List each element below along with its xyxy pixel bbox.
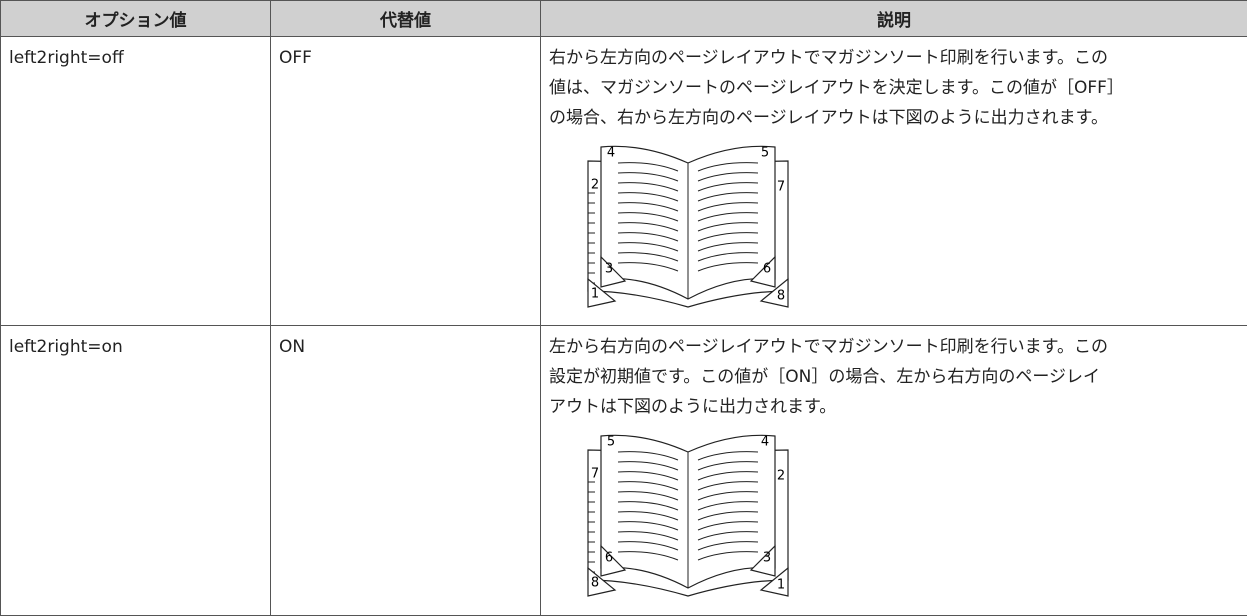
- description-line: アウトは下図のように出力されます。: [549, 392, 1239, 422]
- page-number: 3: [763, 551, 771, 566]
- page-number: 2: [777, 469, 785, 484]
- page-number: 1: [591, 287, 599, 302]
- description-cell: 右から左方向のページレイアウトでマガジンソート印刷を行います。この値は、マガジン…: [541, 37, 1247, 326]
- description-line: 右から左方向のページレイアウトでマガジンソート印刷を行います。この: [549, 43, 1239, 73]
- option-cell: left2right=off: [1, 37, 271, 326]
- description-cell: 左から右方向のページレイアウトでマガジンソート印刷を行います。この設定が初期値で…: [541, 326, 1247, 616]
- header-cell: 説明: [541, 1, 1247, 37]
- page-number: 4: [761, 435, 769, 450]
- booklet-diagram: 4 5 2 7 3 6 1 8: [573, 139, 803, 319]
- value-cell: OFF: [271, 37, 541, 326]
- description-line: 設定が初期値です。この値が［ON］の場合、左から右方向のページレイ: [549, 362, 1239, 392]
- header-row: オプション値 代替値 説明: [1, 1, 1247, 37]
- description-line: の場合、右から左方向のページレイアウトは下図のように出力されます。: [549, 103, 1239, 133]
- page-number: 8: [777, 289, 785, 304]
- description-line: 左から右方向のページレイアウトでマガジンソート印刷を行います。この: [549, 332, 1239, 362]
- page-number: 5: [607, 435, 615, 450]
- header-cell: オプション値: [1, 1, 271, 37]
- page-number: 6: [605, 551, 613, 566]
- page-number: 2: [591, 178, 599, 193]
- page-number: 6: [763, 262, 771, 277]
- booklet-diagram: 5 4 7 2 6 3 8 1: [573, 428, 803, 608]
- value-cell: ON: [271, 326, 541, 616]
- page-number: 7: [591, 467, 599, 482]
- option-cell: left2right=on: [1, 326, 271, 616]
- page-number: 1: [777, 578, 785, 593]
- page-number: 5: [761, 146, 769, 161]
- page-number: 3: [605, 262, 613, 277]
- description-line: 値は、マガジンソートのページレイアウトを決定します。この値が［OFF］: [549, 73, 1239, 103]
- page-number: 8: [591, 576, 599, 591]
- page-number: 4: [607, 146, 615, 161]
- header-cell: 代替値: [271, 1, 541, 37]
- page-number: 7: [777, 180, 785, 195]
